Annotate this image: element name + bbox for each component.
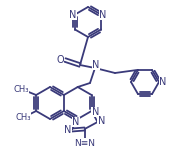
Text: O: O — [56, 55, 64, 65]
Text: N: N — [64, 125, 71, 135]
Text: N: N — [159, 77, 167, 87]
Text: CH₃: CH₃ — [13, 86, 29, 95]
Text: N: N — [98, 116, 105, 126]
Text: N: N — [72, 117, 79, 127]
Text: N: N — [92, 107, 99, 117]
Text: N≡N: N≡N — [74, 138, 95, 147]
Text: CH₃: CH₃ — [15, 113, 31, 122]
Text: N: N — [69, 10, 77, 19]
Text: N: N — [99, 10, 107, 19]
Text: N: N — [92, 60, 100, 70]
